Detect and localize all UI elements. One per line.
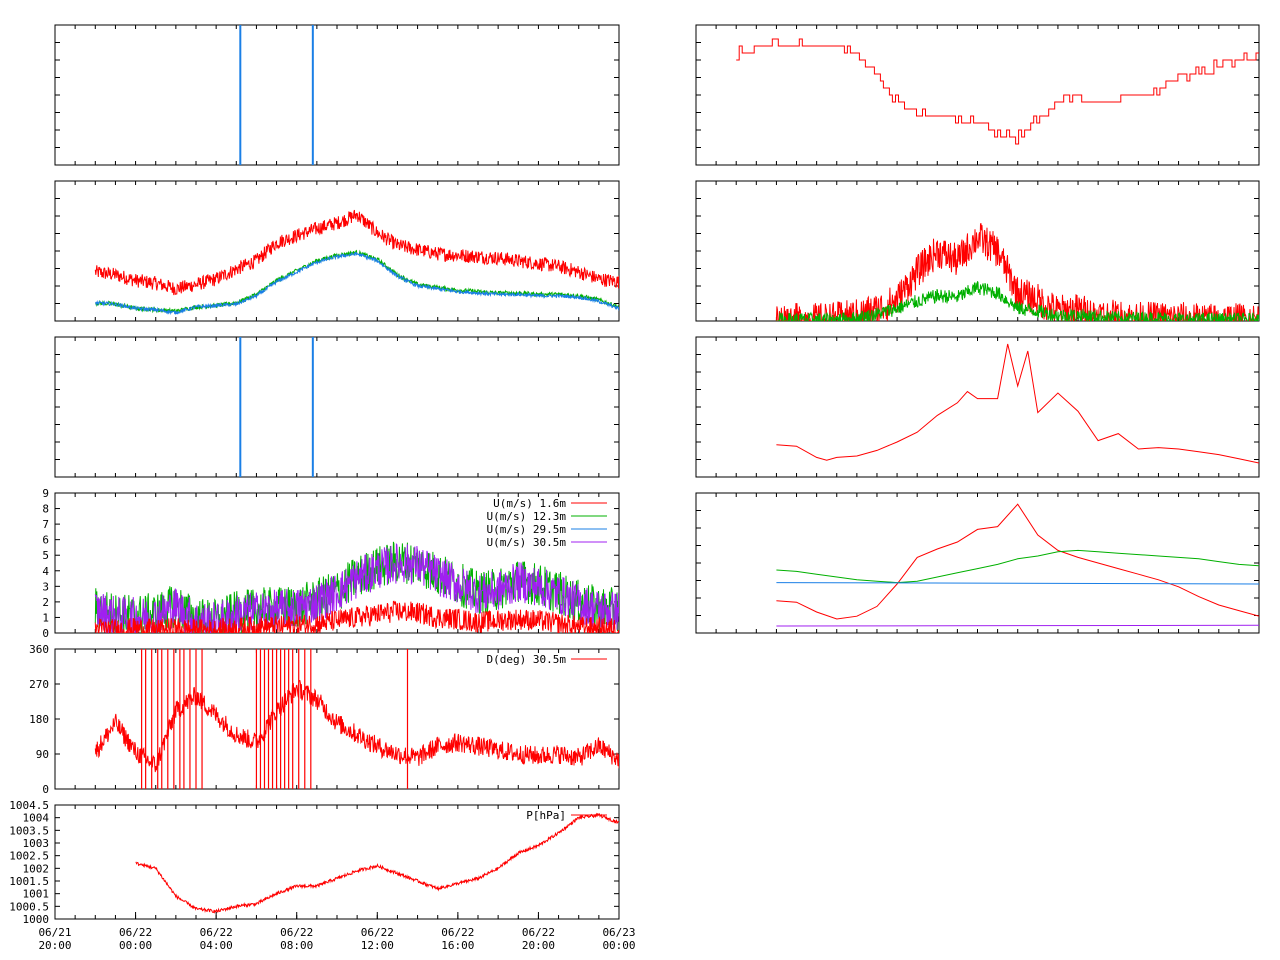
x-tick-time: 04:00: [200, 939, 233, 952]
panel-L5-wind-direction: 0 90 180 270 360 D(deg) 30.5m: [29, 643, 620, 796]
plot-frame-L6: [54, 804, 620, 920]
y-tick-label: 8: [42, 503, 49, 516]
plot-area-L6: [135, 812, 619, 914]
y-tick-label: 360: [29, 643, 49, 656]
plot-area-L3: [239, 337, 314, 477]
plot-area-R3: [776, 343, 1259, 464]
x-tick-date: 06/22: [280, 926, 313, 939]
x-tick-time: 20:00: [522, 939, 555, 952]
x-tick-date: 06/22: [200, 926, 233, 939]
x-tick-time: 00:00: [119, 939, 152, 952]
y-tick-label: 1003: [23, 837, 50, 850]
legend-label: P[hPa]: [526, 809, 566, 822]
legend-label: U(m/s) 30.5m: [487, 536, 567, 549]
series-R4-green-1: [776, 549, 1259, 584]
y-tick-label: 0: [42, 627, 49, 640]
panel-R3: [695, 336, 1260, 478]
y-tick-label: 1002: [23, 862, 50, 875]
x-axis-tick-labels: 06/2120:0006/2200:0006/2204:0006/2208:00…: [38, 912, 636, 952]
panel-L3: [54, 336, 620, 478]
y-tick-label: 6: [42, 534, 49, 547]
plot-area-R1: [736, 38, 1259, 145]
legend-label: U(m/s) 1.6m: [493, 497, 566, 510]
panel-L6-pressure: 10001000.510011001.510021002.510031003.5…: [9, 799, 620, 926]
plot-frame-R4: [695, 492, 1260, 634]
x-tick-time: 20:00: [38, 939, 71, 952]
y-tick-label: 0: [42, 783, 49, 796]
series-L4-red-2: [94, 600, 619, 633]
y-tick-label: 1000.5: [9, 900, 49, 913]
plot-frame-L1: [54, 24, 620, 166]
legend-label: U(m/s) 29.5m: [487, 523, 567, 536]
plot-area-R2: [775, 223, 1259, 321]
x-tick-date: 06/22: [361, 926, 394, 939]
series-R2-green-1: [776, 281, 1259, 321]
x-tick-time: 12:00: [361, 939, 394, 952]
legend-label: U(m/s) 12.3m: [487, 510, 567, 523]
plot-area-L2: [94, 209, 619, 316]
panel-R2: [695, 180, 1260, 322]
y-tick-label: 90: [36, 748, 49, 761]
y-tick-label: 270: [29, 678, 49, 691]
y-tick-label: 4: [42, 565, 49, 578]
series-R4-purple-3: [776, 624, 1259, 627]
y-tick-label: 3: [42, 580, 49, 593]
panel-R1: [695, 24, 1260, 166]
x-tick-date: 06/22: [441, 926, 474, 939]
series-R1-red-0: [736, 38, 1259, 145]
series-L2-blue-2: [95, 251, 619, 316]
series-R3-red-0: [776, 343, 1259, 464]
x-tick-date: 06/22: [119, 926, 152, 939]
x-tick-date: 06/23: [602, 926, 635, 939]
x-tick-time: 08:00: [280, 939, 313, 952]
legend-label: D(deg) 30.5m: [487, 653, 567, 666]
y-tick-label: 1003.5: [9, 824, 49, 837]
panel-L2: [54, 180, 620, 322]
series-R4-red-0: [776, 503, 1259, 620]
plot-frame-R2: [695, 180, 1260, 322]
panel-R4: [695, 492, 1260, 634]
y-tick-label: 1000: [23, 913, 50, 926]
y-tick-label: 1004: [23, 812, 50, 825]
x-tick-time: 00:00: [602, 939, 635, 952]
x-tick-time: 16:00: [441, 939, 474, 952]
plot-area-L5: [94, 649, 619, 789]
y-tick-label: 1: [42, 611, 49, 624]
y-tick-label: 1004.5: [9, 799, 49, 812]
plot-frame-R3: [695, 336, 1260, 478]
plot-frame-L3: [54, 336, 620, 478]
series-R4-blue-2: [776, 582, 1259, 585]
y-tick-label: 7: [42, 518, 49, 531]
series-L4-purple-1: [94, 543, 619, 633]
y-tick-label: 1002.5: [9, 850, 49, 863]
plot-area-R4: [776, 503, 1259, 627]
plot-frame-L2: [54, 180, 620, 322]
x-tick-date: 06/21: [38, 926, 71, 939]
series-L2-red-0: [94, 209, 619, 296]
series-L5-red-0: [94, 679, 619, 773]
y-tick-label: 9: [42, 487, 49, 500]
plot-area-L1: [239, 25, 314, 165]
y-tick-label: 1001.5: [9, 875, 49, 888]
x-tick-date: 06/22: [522, 926, 555, 939]
y-tick-label: 1001: [23, 888, 50, 901]
y-tick-label: 5: [42, 549, 49, 562]
series-L6-red-0: [135, 812, 619, 914]
y-tick-label: 2: [42, 596, 49, 609]
y-tick-label: 180: [29, 713, 49, 726]
panel-L1: [54, 24, 620, 166]
plot-area-L4: [94, 541, 619, 633]
